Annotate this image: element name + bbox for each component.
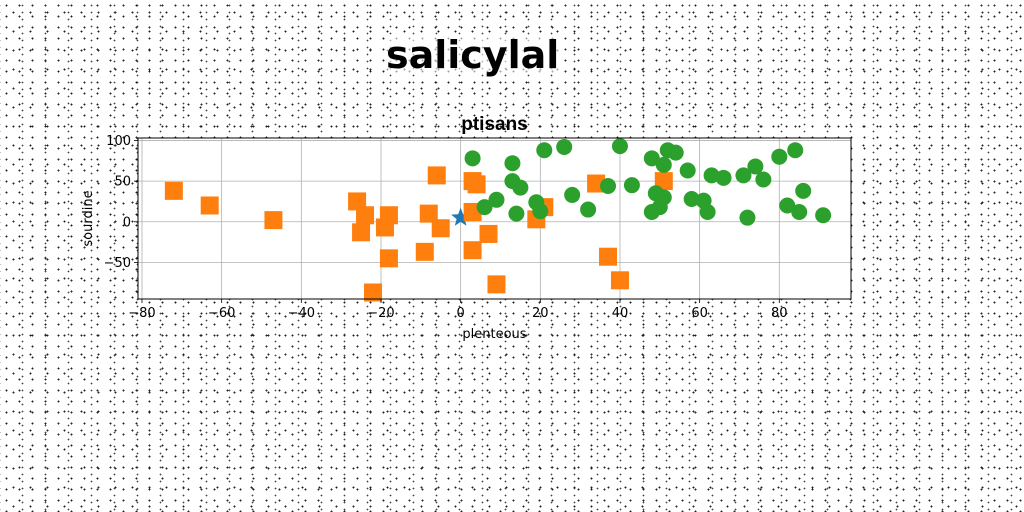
square-marker — [352, 223, 371, 242]
y-tick-label: 0 — [123, 215, 131, 230]
x-tick-label: 0 — [457, 306, 465, 321]
circle-marker — [508, 205, 525, 222]
y-tick-label: −50 — [104, 256, 131, 271]
circle-marker — [739, 209, 756, 226]
circle-marker — [556, 138, 573, 155]
circle-marker — [755, 171, 772, 188]
square-marker — [610, 271, 629, 290]
data-points — [164, 138, 832, 302]
circle-marker — [643, 150, 660, 167]
x-tick-label: 40 — [612, 306, 629, 321]
star-marker — [451, 207, 471, 226]
x-axis-label: plenteous — [462, 327, 526, 342]
circle-marker — [683, 190, 700, 207]
circle-marker — [715, 169, 732, 186]
circle-marker — [623, 177, 640, 194]
circle-marker — [795, 182, 812, 199]
square-marker — [200, 196, 219, 215]
x-tick-label: 60 — [691, 306, 708, 321]
axis-ticks: −80 −60 −40 −20 0 20 40 60 80 −50 0 50 100 — [104, 134, 788, 321]
circle-marker — [703, 167, 720, 184]
y-tick-label: 50 — [114, 175, 131, 190]
square-marker — [164, 181, 183, 200]
square-marker — [431, 219, 450, 238]
x-tick-label: −60 — [208, 306, 235, 321]
square-marker — [415, 242, 434, 261]
circle-marker — [600, 177, 617, 194]
x-tick-label: 80 — [771, 306, 788, 321]
plot-frame — [137, 137, 852, 300]
square-marker — [348, 192, 367, 211]
square-marker — [364, 283, 383, 302]
circle-marker — [532, 203, 549, 220]
square-marker — [264, 211, 283, 230]
circle-marker — [611, 138, 628, 155]
square-marker — [427, 166, 446, 185]
plot-area — [138, 138, 851, 299]
page-title: salicylal — [386, 33, 560, 77]
y-tick-label: 100 — [106, 134, 131, 149]
circle-marker — [564, 186, 581, 203]
square-marker — [356, 206, 375, 225]
y-axis-label: sourdine — [81, 190, 96, 246]
circle-marker — [512, 179, 529, 196]
circle-marker — [735, 167, 752, 184]
circle-marker — [815, 207, 832, 224]
circle-marker — [536, 142, 553, 159]
circle-marker — [679, 162, 696, 179]
circle-marker — [488, 191, 505, 208]
circle-marker — [655, 189, 672, 206]
circle-marker — [476, 199, 493, 216]
x-tick-label: 20 — [532, 306, 549, 321]
circle-marker — [655, 156, 672, 173]
chart-title: ptisans — [461, 114, 528, 135]
square-marker — [379, 249, 398, 268]
x-tick-label: −80 — [128, 306, 155, 321]
circle-marker — [464, 150, 481, 167]
circle-marker — [787, 142, 804, 159]
circle-marker — [747, 158, 764, 175]
square-marker — [479, 224, 498, 243]
circle-marker — [779, 197, 796, 214]
circle-marker — [771, 148, 788, 165]
circle-marker — [667, 144, 684, 161]
square-marker — [487, 275, 506, 294]
x-tick-label: −40 — [288, 306, 315, 321]
circle-marker — [504, 155, 521, 172]
square-marker — [654, 172, 673, 191]
square-marker — [599, 247, 618, 266]
x-tick-label: −20 — [367, 306, 394, 321]
circle-marker — [699, 203, 716, 220]
square-marker — [467, 175, 486, 194]
circle-marker — [791, 203, 808, 220]
square-marker — [419, 204, 438, 223]
circle-marker — [580, 201, 597, 218]
square-marker — [463, 241, 482, 260]
square-marker — [379, 206, 398, 225]
